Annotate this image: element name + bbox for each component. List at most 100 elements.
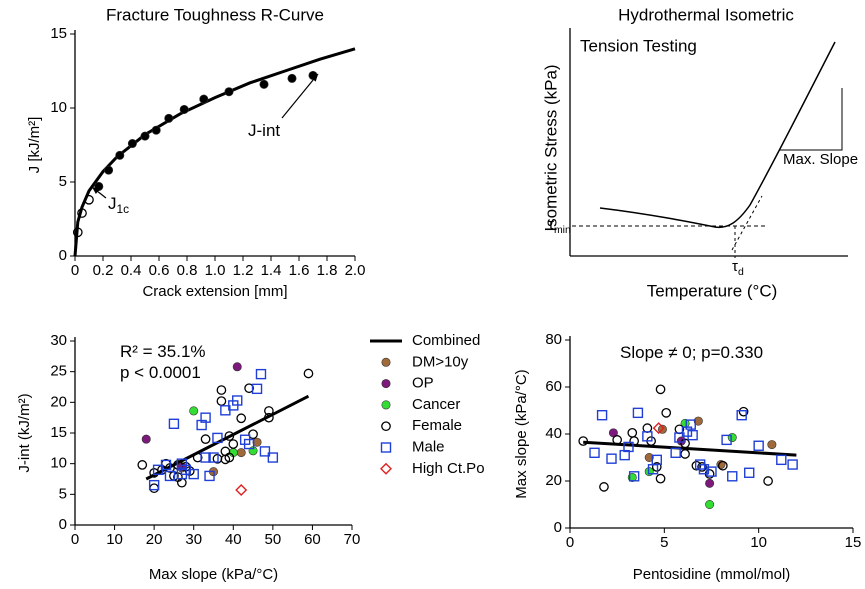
point [628, 471, 640, 482]
x-tick-label: 1.2 [233, 262, 254, 279]
point [232, 395, 243, 406]
point [188, 468, 199, 480]
annotation-text: τ [732, 258, 738, 275]
point [127, 139, 137, 149]
annotation-text: Max. Slope [783, 151, 858, 168]
point [148, 479, 160, 491]
point [232, 362, 242, 372]
y-tick-label: 0 [59, 516, 67, 533]
point [619, 449, 630, 461]
point [651, 454, 662, 466]
point [267, 452, 279, 463]
point [216, 385, 227, 395]
x-axis-label: Max slope (kPa/°C) [149, 566, 278, 583]
point [287, 73, 297, 83]
annotation: τmin [548, 216, 571, 236]
point [693, 416, 703, 426]
x-tick-label: 1.4 [261, 262, 282, 279]
point [224, 87, 234, 97]
point [137, 460, 148, 470]
point [244, 383, 254, 394]
point [149, 483, 159, 494]
y-tick-label: 40 [545, 425, 562, 442]
point [651, 462, 662, 472]
y-tick-label: 15 [50, 424, 67, 441]
y-axis-label: J-int (kJ/m²) [16, 393, 33, 472]
annotation: Max. Slope [783, 151, 858, 168]
point [599, 482, 609, 492]
arrow-shaft [281, 73, 319, 119]
point [642, 431, 653, 442]
x-tick-label: 50 [265, 531, 282, 548]
slope-triangle [780, 88, 843, 151]
point [642, 423, 653, 433]
annotation: Slope ≠ 0; p=0.330 [620, 343, 763, 362]
point [589, 447, 600, 458]
point [681, 426, 693, 437]
arrow-head [310, 74, 318, 82]
x-tick-label: 1.0 [205, 262, 226, 279]
annotation-text: p < 0.0001 [120, 363, 201, 382]
y-tick-label: 20 [545, 472, 562, 489]
point [220, 446, 231, 457]
point [655, 473, 666, 484]
point [763, 476, 773, 486]
annotation: R² = 35.1% [120, 342, 206, 361]
point [612, 435, 623, 445]
legend-marker [381, 357, 391, 367]
point [72, 227, 83, 238]
legend-marker [380, 462, 392, 475]
y-tick-label: 5 [59, 485, 67, 502]
point [629, 436, 639, 446]
point [606, 453, 617, 464]
stress-curve [599, 41, 836, 229]
point [141, 434, 151, 444]
point [687, 429, 698, 441]
chart-title: Fracture Toughness R-Curve [106, 5, 324, 24]
x-tick-label: 0 [71, 531, 79, 548]
arrow-head [92, 187, 100, 195]
point [727, 433, 737, 443]
point [670, 447, 681, 458]
x-tick-label: 10 [106, 531, 123, 548]
point [578, 436, 589, 446]
chart-title: Hydrothermal Isometric [618, 5, 794, 24]
point [644, 467, 654, 477]
point [216, 396, 227, 406]
x-tick-label: 30 [185, 531, 202, 548]
point [787, 459, 798, 470]
x-tick-label: 0.8 [177, 262, 198, 279]
point [705, 478, 715, 488]
point [255, 368, 267, 380]
point [632, 407, 644, 419]
point [189, 406, 199, 416]
legend-label: DM>10y [412, 353, 469, 370]
point [151, 125, 161, 135]
point [721, 434, 732, 446]
point [259, 446, 271, 457]
point [691, 460, 702, 471]
legend-marker [380, 442, 392, 453]
point [767, 440, 777, 450]
y-tick-label: 60 [545, 378, 562, 395]
annotation-text: J-int [248, 121, 280, 140]
annotation-subscript: d [738, 266, 744, 278]
point [698, 464, 710, 475]
annotation: J-int [248, 121, 280, 140]
x-axis-label: Pentosidine (mmol/mol) [633, 566, 791, 583]
x-tick-label: 0 [71, 262, 79, 279]
point [236, 448, 246, 458]
point [200, 434, 211, 444]
point [115, 150, 125, 160]
point [644, 452, 654, 462]
x-tick-label: 2.0 [345, 262, 366, 279]
point [717, 460, 728, 471]
point [674, 432, 685, 443]
x-tick-label: 5 [660, 534, 668, 551]
x-tick-label: 20 [146, 531, 163, 548]
point [84, 194, 94, 205]
y-tick-label: 0 [59, 247, 67, 264]
x-tick-label: 0.6 [149, 262, 170, 279]
point [220, 454, 231, 465]
